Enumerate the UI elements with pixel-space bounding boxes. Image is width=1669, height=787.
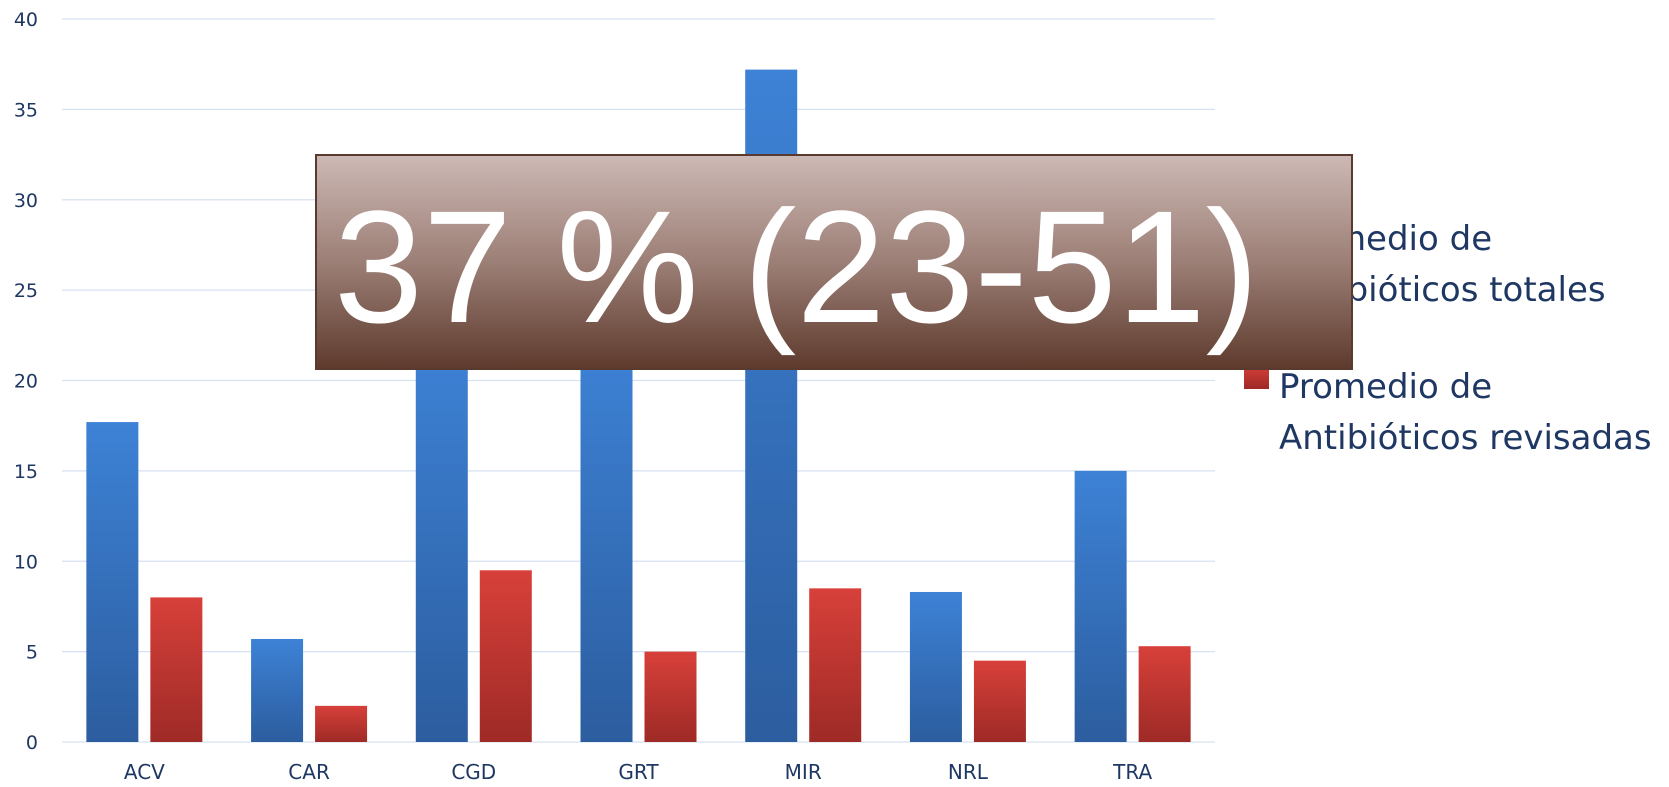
bar-revisadas-nrl: [973, 660, 1026, 742]
bar-revisadas-car: [315, 705, 368, 742]
gridlines: [62, 18, 1215, 743]
x-tick-label: MIR: [785, 760, 822, 784]
y-axis-ticks: 0 5 10 15 20 25 30 35 40: [14, 9, 38, 754]
y-tick-label: 40: [14, 9, 38, 31]
legend-label: Promedio de: [1279, 367, 1492, 407]
bars: [86, 69, 1191, 743]
bar-revisadas-grt: [644, 651, 697, 742]
bar-totales-grt: [580, 344, 633, 742]
y-tick-label: 25: [14, 280, 38, 302]
y-tick-label: 5: [26, 642, 38, 664]
bar-totales-car: [251, 638, 304, 742]
x-axis-ticks: ACV CAR CGD GRT MIR NRL TRA: [124, 760, 1153, 784]
legend-label: Antibióticos revisadas: [1279, 418, 1652, 458]
bar-totales-acv: [86, 422, 139, 742]
y-tick-label: 10: [14, 551, 38, 573]
x-tick-label: ACV: [124, 760, 165, 784]
y-tick-label: 15: [14, 461, 38, 483]
bar-revisadas-tra: [1138, 646, 1191, 742]
x-tick-label: CAR: [288, 760, 330, 784]
bar-revisadas-acv: [150, 597, 203, 742]
x-tick-label: TRA: [1112, 760, 1152, 784]
x-tick-label: NRL: [948, 760, 989, 784]
bar-totales-nrl: [909, 591, 962, 742]
annotation-box: 37 % (23-51): [315, 154, 1353, 370]
bar-totales-tra: [1074, 470, 1127, 742]
x-tick-label: CGD: [451, 760, 496, 784]
y-tick-label: 30: [14, 190, 38, 212]
bar-revisadas-cgd: [479, 570, 532, 742]
y-tick-label: 0: [26, 732, 38, 754]
bar-revisadas-mir: [809, 588, 862, 742]
y-tick-label: 20: [14, 371, 38, 393]
bar-totales-cgd: [415, 344, 468, 742]
annotation-text: 37 % (23-51): [334, 177, 1259, 356]
x-tick-label: GRT: [618, 760, 659, 784]
annotation-background: [315, 154, 1353, 370]
y-tick-label: 35: [14, 99, 38, 121]
